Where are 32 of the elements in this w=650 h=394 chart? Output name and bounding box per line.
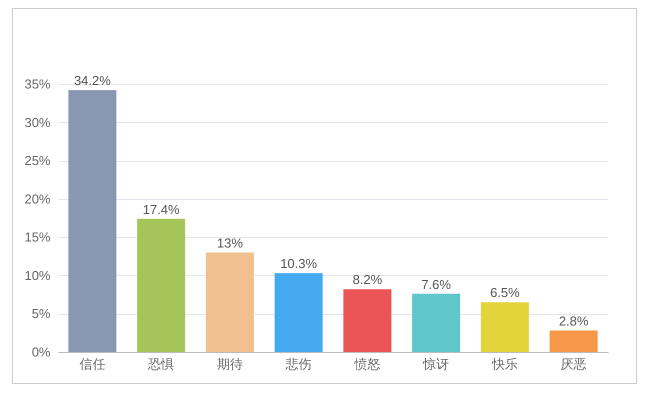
data-label: 6.5% bbox=[490, 285, 520, 300]
x-tick-label: 愤怒 bbox=[353, 356, 380, 372]
y-tick-label: 30% bbox=[24, 114, 51, 130]
y-tick-label: 0% bbox=[32, 344, 51, 360]
bar bbox=[412, 294, 460, 352]
data-label: 10.3% bbox=[280, 256, 318, 272]
y-tick-label: 15% bbox=[24, 230, 51, 245]
bar bbox=[137, 218, 186, 352]
x-tick-label: 期待 bbox=[216, 356, 243, 372]
y-tick-label: 5% bbox=[32, 306, 51, 322]
data-label: 17.4% bbox=[142, 202, 180, 217]
y-tick-label: 10% bbox=[24, 268, 51, 283]
y-tick-label: 25% bbox=[24, 153, 51, 168]
x-tick-label: 信任 bbox=[79, 356, 106, 372]
data-label: 8.2% bbox=[352, 272, 383, 288]
bar bbox=[206, 252, 254, 352]
bar bbox=[68, 90, 116, 352]
data-label: 2.8% bbox=[558, 314, 589, 329]
y-tick-label: 20% bbox=[24, 191, 51, 206]
x-tick-label: 悲伤 bbox=[284, 356, 312, 372]
bar bbox=[550, 330, 598, 352]
data-label: 13% bbox=[216, 235, 244, 250]
x-tick-label: 快乐 bbox=[490, 356, 518, 372]
data-label: 34.2% bbox=[74, 73, 112, 88]
x-tick-label: 厌恶 bbox=[560, 356, 587, 372]
bar bbox=[343, 289, 392, 352]
data-label: 7.6% bbox=[421, 276, 452, 292]
bar bbox=[480, 302, 529, 352]
x-tick-label: 惊讶 bbox=[422, 356, 450, 372]
bar bbox=[274, 273, 323, 352]
x-tick-label: 恐惧 bbox=[147, 356, 174, 372]
y-tick-label: 35% bbox=[24, 76, 51, 92]
